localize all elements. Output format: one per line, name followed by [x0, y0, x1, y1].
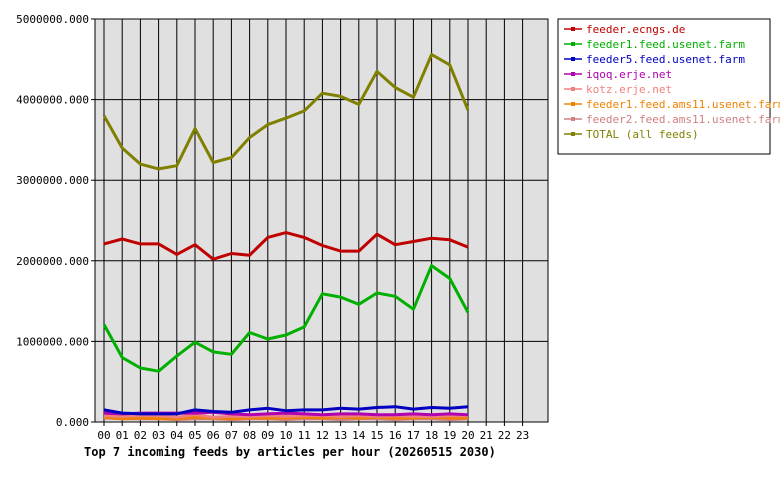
x-tick-label: 23: [516, 429, 529, 442]
legend-label: feeder.ecngs.de: [586, 23, 685, 36]
x-tick-label: 22: [498, 429, 511, 442]
x-tick-label: 15: [370, 429, 383, 442]
legend-marker: [571, 87, 575, 91]
x-tick-label: 08: [243, 429, 256, 442]
x-tick-label: 00: [97, 429, 110, 442]
x-tick-label: 11: [298, 429, 311, 442]
legend-label: iqoq.erje.net: [586, 68, 672, 81]
x-tick-label: 13: [334, 429, 347, 442]
series-line-1: [102, 264, 470, 373]
plot-border: [94, 18, 549, 423]
legend-marker: [571, 72, 575, 76]
x-tick-label: 18: [425, 429, 438, 442]
legend-marker: [571, 132, 575, 136]
y-tick-label: 3000000.000: [16, 174, 89, 187]
legend-marker: [571, 27, 575, 31]
y-tick-label: 4000000.000: [16, 94, 89, 107]
y-tick-label: 1000000.000: [16, 335, 89, 348]
x-tick-label: 01: [116, 429, 129, 442]
x-tick-label: 03: [152, 429, 165, 442]
x-ticks: 00 01 02 03 04 05 06 07 08 09 10 11 12 13 14 15 16 17 18 19…: [97, 422, 529, 442]
series-line-2: [103, 405, 469, 416]
legend-box: [557, 18, 771, 155]
x-tick-label: 02: [134, 429, 147, 442]
x-tick-label: 20: [461, 429, 474, 442]
legend-label: feeder1.feed.ams11.usenet.farm: [586, 98, 780, 111]
series-lines: [102, 53, 470, 422]
series-line-0: [103, 231, 469, 261]
y-tick-label: 2000000.000: [16, 255, 89, 268]
x-tick-label: 17: [407, 429, 420, 442]
legend-label: feeder2.feed.ams11.usenet.farm: [586, 113, 780, 126]
x-tick-label: 10: [279, 429, 292, 442]
legend-marker: [571, 102, 575, 106]
legend-marker: [571, 57, 575, 61]
x-tick-label: 16: [389, 429, 402, 442]
series-line-7: [102, 53, 470, 171]
legend-label: TOTAL (all feeds): [586, 128, 699, 141]
x-tick-label: 09: [261, 429, 274, 442]
legend-label: feeder5.feed.usenet.farm: [586, 53, 745, 66]
x-tick-label: 07: [225, 429, 238, 442]
x-tick-label: 05: [188, 429, 201, 442]
x-tick-label: 21: [480, 429, 493, 442]
legend-marker: [571, 42, 575, 46]
series-line-5: [103, 415, 468, 421]
series-line-4: [103, 413, 468, 419]
legend-label: feeder1.feed.usenet.farm: [586, 38, 745, 51]
y-tick-label: 0.000: [56, 416, 89, 429]
legend-label: kotz.erje.net: [586, 83, 672, 96]
chart-title: Top 7 incoming feeds by articles per hou…: [84, 445, 496, 459]
x-tick-label: 04: [170, 429, 184, 442]
legend: feeder.ecngs.de feeder1.feed.usenet.farm f…: [557, 18, 780, 155]
x-tick-label: 14: [352, 429, 366, 442]
x-tick-label: 12: [316, 429, 329, 442]
x-tick-label: 19: [443, 429, 456, 442]
x-tick-label: 06: [207, 429, 220, 442]
y-tick-label: 5000000.000: [16, 13, 89, 26]
legend-marker: [571, 117, 575, 121]
y-ticks: 0.000 1000000.000 2000000.000 3000000.000 40…: [16, 13, 95, 429]
plot-area: [95, 19, 548, 422]
